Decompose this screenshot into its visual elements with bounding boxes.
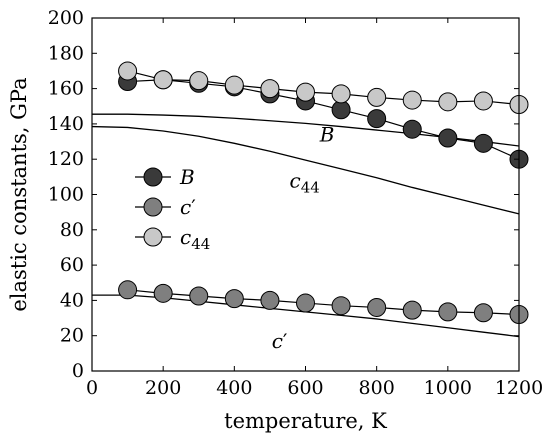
- data-point-c'-9: [438, 302, 458, 322]
- legend-label-c': c′: [180, 195, 196, 219]
- data-point-c'-1: [153, 283, 173, 303]
- y-tick-label: 180: [48, 42, 84, 64]
- data-point-c44-0: [118, 61, 138, 81]
- series-line-c44: [127, 70, 520, 106]
- y-tick-label: 60: [60, 254, 84, 276]
- legend-label-B: B: [179, 165, 195, 189]
- data-point-c44-3: [224, 75, 244, 95]
- data-point-c44-4: [260, 79, 280, 99]
- x-tick-label: 200: [145, 377, 181, 399]
- y-tick-label: 40: [60, 289, 84, 311]
- data-point-B-9: [438, 128, 458, 148]
- data-point-c44-8: [402, 90, 422, 110]
- x-tick-label: 1000: [424, 377, 472, 399]
- data-point-c44-10: [473, 91, 493, 111]
- y-tick-label: 80: [60, 219, 84, 241]
- reference-curve-label-c': c′: [272, 329, 288, 353]
- data-point-c'-8: [402, 300, 422, 320]
- data-point-B-10: [473, 133, 493, 153]
- x-tick-label: 400: [216, 377, 252, 399]
- series-line-B: [127, 79, 520, 160]
- data-point-c44-7: [367, 87, 387, 107]
- legend-marker-c44: [143, 227, 163, 247]
- axes: 0 200 400 600 800 1000 1200 0 20 40 60 80 100 120 140 1…: [48, 7, 543, 399]
- y-tick-label: 100: [48, 184, 84, 206]
- y-tick-label: 20: [60, 325, 84, 347]
- legend: Bc′ c44: [135, 165, 210, 253]
- data-point-c44-1: [153, 70, 173, 90]
- y-axis-title: elastic constants, GPa: [7, 77, 31, 311]
- data-point-B-7: [367, 109, 387, 129]
- data-point-B-6: [331, 100, 351, 120]
- data-point-c44-6: [331, 84, 351, 104]
- y-tick-label: 160: [48, 78, 84, 100]
- data-point-c'-10: [473, 303, 493, 323]
- series-line-c': [127, 289, 520, 316]
- data-point-c'-2: [189, 286, 209, 306]
- data-point-c'-7: [367, 297, 387, 317]
- data-point-c'-0: [118, 280, 138, 300]
- reference-curve-c44: [91, 125, 520, 215]
- x-tick-label: 1200: [495, 377, 543, 399]
- data-point-c44-9: [438, 92, 458, 112]
- y-tick-label: 200: [48, 7, 84, 29]
- y-tick-label: 140: [48, 113, 84, 135]
- x-axis-title: temperature, K: [224, 409, 387, 433]
- y-tick-label: 120: [48, 148, 84, 170]
- data-point-c'-5: [296, 293, 315, 313]
- reference-curve-label-B: B: [319, 123, 335, 147]
- legend-marker-c': [143, 197, 163, 217]
- x-tick-label: 600: [287, 377, 323, 399]
- x-tick-label: 0: [86, 377, 98, 399]
- legend-marker-B: [143, 167, 163, 187]
- data-point-B-8: [402, 119, 422, 139]
- data-point-c44-2: [189, 71, 209, 91]
- x-tick-label: 800: [359, 377, 395, 399]
- legend-label-c44: c44: [180, 225, 210, 253]
- data-point-c'-4: [260, 290, 280, 310]
- reference-curve-label-c44: c44: [289, 168, 319, 196]
- data-point-c'-6: [331, 296, 351, 316]
- y-tick-label: 0: [72, 360, 84, 382]
- data-point-c44-5: [296, 82, 315, 102]
- data-point-c'-3: [224, 289, 244, 309]
